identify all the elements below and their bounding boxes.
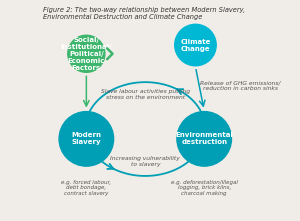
Text: Figure 2: The two-way relationship between Modern Slavery,
Environmental Destruc: Figure 2: The two-way relationship betwe… xyxy=(43,7,245,20)
Text: e.g. forced labour,
debt bondage,
contract slavery: e.g. forced labour, debt bondage, contra… xyxy=(61,180,111,196)
Text: Climate
Change: Climate Change xyxy=(180,38,211,51)
Circle shape xyxy=(59,112,114,166)
Circle shape xyxy=(177,112,232,166)
Text: e.g. deforestation/illegal
logging, brick kilns,
charcoal making: e.g. deforestation/illegal logging, bric… xyxy=(171,180,238,196)
Circle shape xyxy=(68,35,105,72)
Circle shape xyxy=(175,24,216,66)
Text: Release of GHG emissions/
reduction in carbon sinks: Release of GHG emissions/ reduction in c… xyxy=(200,80,280,91)
Text: Slave labour activities putting
stress on the environment: Slave labour activities putting stress o… xyxy=(101,89,190,99)
Text: Modern
Slavery: Modern Slavery xyxy=(71,132,101,145)
Text: Social/
Institutional/
Political/
Economic
Factors: Social/ Institutional/ Political/ Econom… xyxy=(61,37,112,71)
Text: Environmental
destruction: Environmental destruction xyxy=(175,132,233,145)
Text: Increasing vulnerability
to slavery: Increasing vulnerability to slavery xyxy=(110,156,180,167)
